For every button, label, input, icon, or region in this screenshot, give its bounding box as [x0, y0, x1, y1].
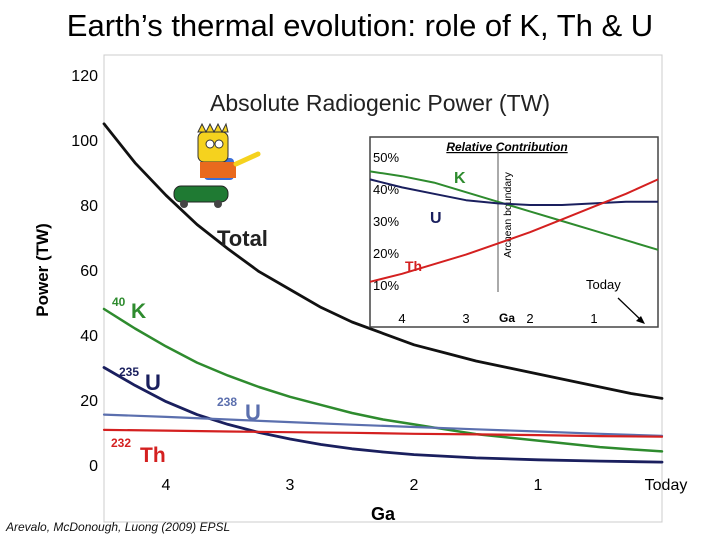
- series-line-238u: [102, 413, 664, 437]
- inset-u-label: U: [430, 210, 442, 227]
- main-y-ticks: 0 20 40 60 80 100 120: [71, 68, 98, 475]
- k40-symbol: K: [131, 300, 146, 323]
- y-tick-0: 0: [89, 458, 98, 475]
- inset-y-tick-10: 10%: [373, 278, 399, 293]
- y-axis-label: Power (TW): [33, 223, 52, 317]
- y-tick-40: 40: [80, 328, 98, 345]
- th232-symbol: Th: [140, 444, 166, 467]
- inset-frame: [369, 136, 659, 328]
- u235-mass-number: 235: [119, 365, 139, 379]
- u238-mass-number: 238: [217, 395, 237, 409]
- inset-x-tick-2: 2: [526, 311, 533, 326]
- series-line-232th: [102, 428, 664, 438]
- main-x-ticks: 4 3 2 1 Today: [162, 477, 688, 494]
- total-series-label: Total: [217, 226, 268, 251]
- today-arrow-icon: [617, 297, 645, 324]
- u235-series-label: 235 U: [119, 365, 161, 395]
- inset-series: [369, 170, 659, 283]
- y-tick-20: 20: [80, 393, 98, 410]
- citation: Arevalo, McDonough, Luong (2009) EPSL: [6, 520, 231, 534]
- archean-boundary-label: Archean boundary: [502, 171, 514, 258]
- plot-frame: [103, 54, 663, 523]
- inset-k-label: K: [454, 170, 466, 187]
- inset-x-ticks: 4 3 2 1: [398, 311, 597, 326]
- u238-series-label: 238 U: [217, 395, 261, 425]
- y-tick-80: 80: [80, 198, 98, 215]
- u235-symbol: U: [145, 370, 161, 395]
- inset-x-tick-3: 3: [462, 311, 469, 326]
- inset-series-line-u: [369, 178, 658, 206]
- inset-series-line-th: [369, 178, 659, 283]
- k40-series-label: 40 K: [112, 295, 146, 323]
- inset-y-tick-30: 30%: [373, 214, 399, 229]
- y-tick-100: 100: [71, 133, 98, 150]
- inset-x-tick-1: 1: [590, 311, 597, 326]
- main-chart-title: Absolute Radiogenic Power (TW): [210, 90, 550, 116]
- bart-simpson-cartoon-icon: [173, 122, 261, 208]
- slide-title: Earth’s thermal evolution: role of K, Th…: [66, 8, 654, 43]
- th232-series-label: 232 Th: [111, 436, 166, 467]
- x-tick-4: 4: [162, 477, 171, 494]
- inset-x-tick-4: 4: [398, 311, 405, 326]
- u238-symbol: U: [245, 400, 261, 425]
- inset-y-tick-50: 50%: [373, 150, 399, 165]
- y-tick-60: 60: [80, 263, 98, 280]
- inset-th-label: Th: [405, 258, 422, 274]
- inset-today-label: Today: [586, 277, 621, 292]
- main-series: [102, 122, 664, 464]
- x-tick-1: 1: [534, 477, 543, 494]
- th232-mass-number: 232: [111, 436, 131, 450]
- x-tick-2: 2: [410, 477, 419, 494]
- y-tick-120: 120: [71, 68, 98, 85]
- inset-y-tick-20: 20%: [373, 246, 399, 261]
- series-line-total: [102, 122, 664, 400]
- inset-title: Relative Contribution: [446, 140, 567, 154]
- inset-series-line-k: [369, 170, 659, 251]
- x-tick-today: Today: [645, 477, 688, 494]
- x-tick-3: 3: [286, 477, 295, 494]
- series-line-40k: [102, 307, 664, 453]
- k40-mass-number: 40: [112, 295, 126, 309]
- inset-x-axis-label: Ga: [499, 311, 515, 325]
- series-line-235u: [102, 366, 664, 464]
- x-axis-label: Ga: [371, 504, 396, 524]
